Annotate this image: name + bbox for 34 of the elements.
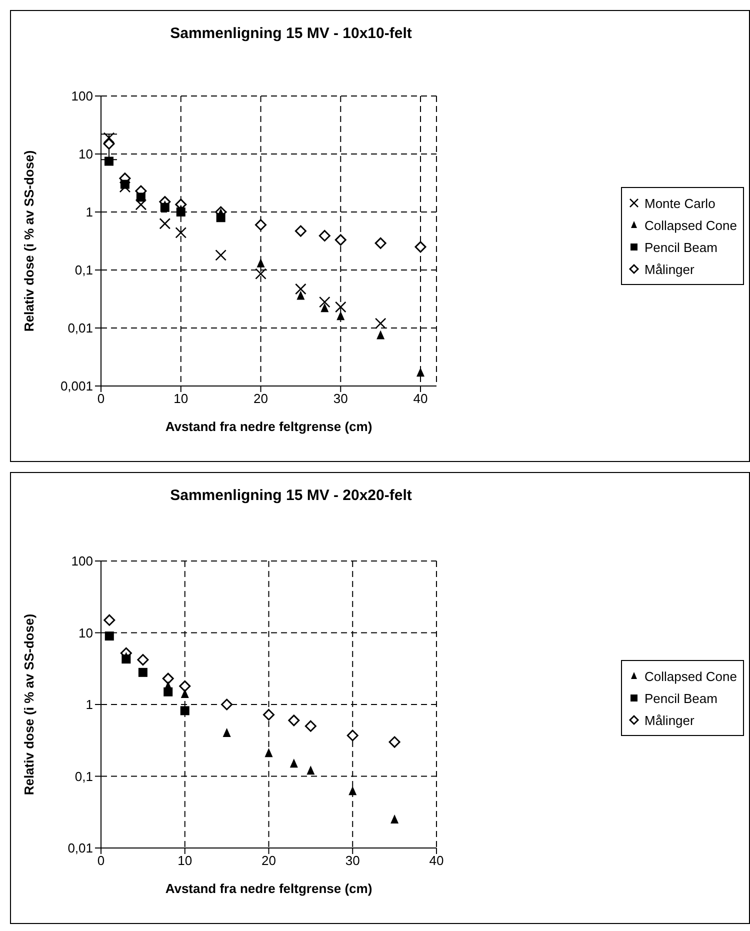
x-tick-label: 40 bbox=[429, 853, 444, 868]
x-tick-label: 40 bbox=[413, 391, 428, 406]
legend-label: Målinger bbox=[644, 712, 694, 728]
y-tick-label: 10 bbox=[78, 146, 93, 162]
x-tick-label: 0 bbox=[97, 853, 105, 868]
y-tick-label: 100 bbox=[71, 88, 93, 104]
y-tick-label: 100 bbox=[71, 554, 93, 569]
x-tick-label: 0 bbox=[97, 391, 105, 406]
y-tick-label: 1 bbox=[86, 697, 93, 712]
x-tick-label: 30 bbox=[345, 853, 360, 868]
y-tick-label: 0,1 bbox=[74, 262, 93, 278]
x-tick-label: 10 bbox=[178, 853, 192, 868]
chart-title: Sammenligning 15 MV - 20x20-felt bbox=[169, 487, 413, 504]
x-axis-title: Avstand fra nedre feltgrense (cm) bbox=[165, 881, 372, 896]
legend-label: Pencil Beam bbox=[644, 240, 718, 254]
x-axis-title: Avstand fra nedre feltgrense (cm) bbox=[165, 419, 372, 434]
legend-label: Monte Carlo bbox=[644, 196, 716, 210]
y-axis-title: Relativ dose (i % av SS-dose) bbox=[22, 150, 37, 332]
y-tick-label: 0,01 bbox=[68, 840, 93, 856]
y-tick-label: 0,1 bbox=[74, 768, 93, 784]
y-axis-title: Relativ dose (i % av SS-dose) bbox=[22, 614, 37, 796]
legend-label: Pencil Beam bbox=[644, 690, 718, 706]
x-tick-label: 20 bbox=[254, 391, 268, 406]
x-tick-label: 20 bbox=[262, 853, 276, 868]
y-tick-label: 1 bbox=[86, 204, 93, 220]
legend-label: Collapsed Cone bbox=[644, 218, 737, 232]
legend-label: Collapsed Cone bbox=[644, 668, 737, 684]
x-tick-label: 30 bbox=[333, 391, 348, 406]
y-tick-label: 0,001 bbox=[60, 378, 93, 394]
y-tick-label: 0,01 bbox=[68, 320, 93, 336]
legend-label: Målinger bbox=[644, 262, 694, 276]
y-tick-label: 10 bbox=[78, 625, 93, 640]
x-tick-label: 10 bbox=[174, 391, 188, 406]
chart-title: Sammenligning 15 MV - 10x10-felt bbox=[169, 25, 413, 42]
